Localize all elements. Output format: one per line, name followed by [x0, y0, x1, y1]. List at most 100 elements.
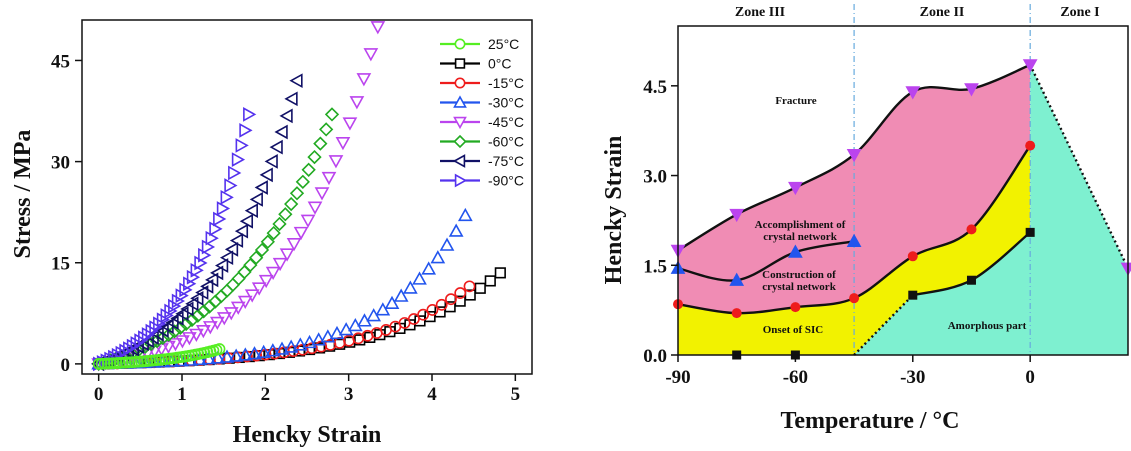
data-point	[175, 306, 189, 322]
data-point	[439, 237, 455, 251]
legend-label: 25°C	[488, 36, 519, 52]
legend-label: -60°C	[488, 134, 524, 150]
data-point	[185, 296, 199, 312]
legend-marker	[454, 38, 466, 50]
data-point	[145, 323, 159, 339]
data-point	[239, 123, 253, 138]
left-y-axis-label: Stress / MPa	[10, 130, 36, 259]
data-point	[168, 298, 182, 314]
data-point	[324, 107, 340, 122]
data-point	[209, 221, 223, 237]
data-point	[224, 242, 239, 257]
legend-item-minus-15c: -15°C	[440, 75, 524, 91]
data-point	[247, 346, 262, 360]
right-y-tick-label: 3.0	[643, 167, 667, 188]
data-point	[173, 320, 188, 335]
data-point	[393, 288, 409, 302]
left-x-tick-label: 1	[177, 384, 187, 405]
data-point	[454, 287, 467, 299]
data-point	[205, 230, 219, 246]
data-point	[231, 152, 246, 167]
onset-dotted-line	[853, 294, 914, 356]
fracture-point	[846, 149, 862, 163]
right-x-tick-label: -90	[665, 367, 690, 388]
data-point	[237, 295, 253, 309]
data-point	[229, 233, 244, 248]
data-point	[445, 293, 457, 306]
construction-point	[790, 302, 801, 313]
zone-label-iii: Zone III	[735, 5, 785, 20]
series-25c	[92, 343, 226, 370]
data-point	[356, 73, 372, 87]
data-point	[342, 117, 358, 131]
left-legend: 25°C 0°C -15°C -30°C -45°C -60°C -75°C -90°C	[440, 36, 524, 189]
data-point	[170, 310, 184, 326]
data-point	[274, 124, 288, 140]
series-minus-45c	[91, 21, 386, 372]
right-x-tick-label: -60	[783, 367, 808, 388]
data-point	[156, 312, 171, 328]
data-point	[314, 187, 330, 201]
legend-label: -90°C	[488, 173, 524, 189]
sic-region	[678, 145, 1031, 355]
data-point	[292, 337, 308, 351]
data-point	[375, 302, 391, 316]
data-point	[269, 139, 283, 155]
data-point	[209, 316, 225, 331]
series-minus-90c	[93, 107, 257, 372]
data-point	[363, 48, 379, 62]
data-point	[407, 313, 420, 325]
data-point	[264, 154, 278, 169]
data-point	[216, 312, 232, 326]
onset-point	[1025, 227, 1035, 237]
construction-point	[966, 224, 977, 235]
data-point	[237, 347, 253, 361]
data-point	[189, 328, 204, 342]
fracture-point	[729, 208, 745, 223]
construction-point	[907, 251, 918, 262]
legend-item-minus-90c: -90°C	[440, 173, 524, 189]
left-y-tick-label: 15	[51, 254, 70, 275]
data-point	[231, 271, 246, 286]
data-point	[243, 107, 257, 122]
legend-marker	[454, 58, 466, 69]
data-point	[272, 216, 287, 232]
data-point	[186, 269, 201, 285]
left-y-tick-label: 0	[61, 355, 71, 376]
data-point	[196, 304, 211, 319]
data-point	[213, 211, 227, 227]
data-point	[219, 349, 235, 363]
legend-label: -30°C	[488, 95, 524, 111]
right-y-tick-label: 0.0	[643, 346, 667, 367]
data-point	[266, 225, 281, 241]
data-point	[228, 165, 242, 181]
data-point	[200, 279, 214, 294]
data-point	[300, 214, 316, 228]
data-point	[417, 308, 430, 321]
data-point	[311, 332, 327, 346]
data-point	[260, 234, 275, 249]
accomplishment-curve	[677, 240, 855, 282]
left-x-tick-label: 4	[427, 384, 437, 405]
data-point	[141, 327, 156, 342]
data-point	[302, 334, 317, 349]
right-plot-data	[670, 4, 1131, 360]
data-point	[249, 192, 263, 207]
region-accomplishment-label-2: crystal network	[763, 231, 838, 243]
legend-marker	[454, 173, 468, 188]
data-point	[171, 293, 186, 309]
data-point	[237, 264, 252, 280]
legend-item-minus-75c: -75°C	[440, 153, 524, 169]
construction-point	[731, 308, 742, 319]
data-point	[259, 167, 273, 183]
data-point	[160, 308, 174, 323]
data-point	[213, 343, 226, 355]
legend-marker	[453, 116, 467, 130]
data-point	[279, 108, 293, 124]
data-point	[190, 290, 204, 306]
data-point	[421, 261, 437, 275]
data-point	[329, 325, 345, 340]
data-point	[234, 223, 249, 239]
data-point	[284, 91, 298, 107]
